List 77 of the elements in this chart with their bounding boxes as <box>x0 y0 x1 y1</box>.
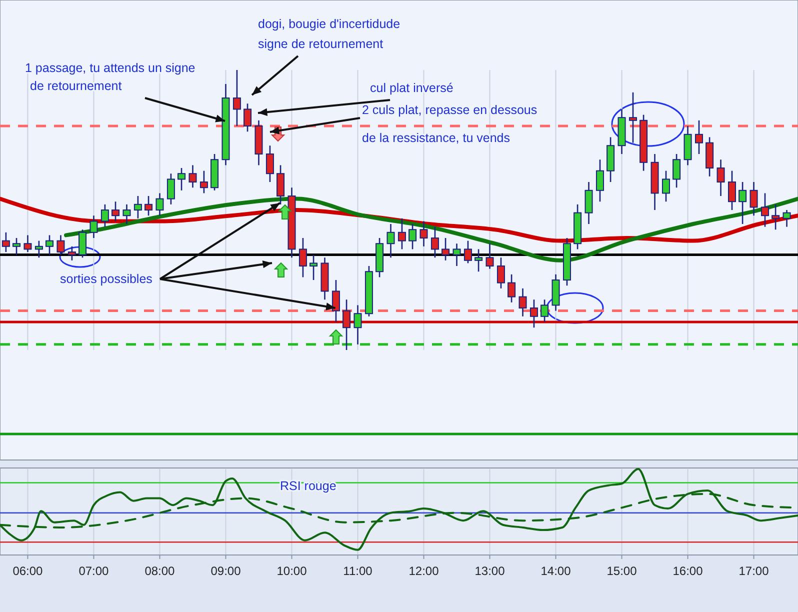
candlestick <box>750 181 758 216</box>
text: dogi, bougie d'incertidude <box>258 17 400 31</box>
candlestick <box>298 237 307 278</box>
candlestick <box>144 195 153 216</box>
candlestick <box>134 195 142 220</box>
candlestick <box>56 234 65 256</box>
candlestick <box>156 192 164 216</box>
text: signe de retournement <box>258 37 384 51</box>
candlestick <box>508 274 516 304</box>
candlestick <box>46 234 54 256</box>
candlestick <box>354 304 362 346</box>
annotation: 2 culs plat, repasse en dessous <box>362 103 538 117</box>
candlestick <box>310 254 318 281</box>
candlestick <box>628 92 637 144</box>
x-tick-label: 13:00 <box>474 564 506 578</box>
candlestick <box>420 220 428 248</box>
candlestick <box>596 158 604 202</box>
candlestick <box>332 279 340 323</box>
candlestick <box>518 288 527 318</box>
candlestick <box>122 204 131 225</box>
candlestick <box>342 298 351 351</box>
candlestick <box>430 226 439 258</box>
annotation: de retournement <box>30 79 122 93</box>
candlestick <box>496 256 505 290</box>
candlestick <box>442 237 450 262</box>
candlestick <box>2 232 10 253</box>
x-tick-label: 12:00 <box>408 564 440 578</box>
candlestick <box>266 144 274 183</box>
x-tick-label: 15:00 <box>606 564 638 578</box>
candlestick <box>540 298 549 323</box>
annotation: 1 passage, tu attends un signe <box>25 61 196 75</box>
candlestick <box>782 209 791 228</box>
annotation: cul plat inversé <box>370 81 454 95</box>
candlestick <box>12 237 20 256</box>
candlestick <box>386 223 395 258</box>
x-tick-label: 09:00 <box>210 564 242 578</box>
x-tick-label: 08:00 <box>144 564 176 578</box>
annotation: RSI rouge <box>280 479 336 493</box>
candlestick <box>760 192 769 228</box>
candlestick <box>244 102 252 132</box>
candlestick <box>716 158 725 197</box>
candlestick <box>694 120 703 155</box>
candlestick <box>166 172 175 206</box>
candlestick <box>112 200 120 222</box>
annotation: sorties possibles <box>60 272 152 286</box>
candlestick <box>78 228 87 258</box>
x-tick-label: 11:00 <box>343 564 373 578</box>
candlestick <box>738 181 747 225</box>
candlestick <box>200 170 208 194</box>
candlestick <box>68 246 76 262</box>
candlestick <box>530 298 538 328</box>
candlestick <box>474 248 483 272</box>
candlestick <box>584 181 593 225</box>
candlestick <box>188 164 197 188</box>
candlestick <box>662 170 670 202</box>
candlestick <box>232 69 241 127</box>
candlestick <box>672 153 681 188</box>
x-tick-label: 17:00 <box>738 564 770 578</box>
x-tick-label: 07:00 <box>78 564 110 578</box>
x-tick-label: 10:00 <box>276 564 308 578</box>
candlestick <box>24 234 32 253</box>
candlestick <box>772 204 780 230</box>
candlestick <box>464 240 472 264</box>
x-tick-label: 16:00 <box>672 564 704 578</box>
annotation: de la ressistance, tu vends <box>362 131 510 145</box>
candlestick <box>486 242 494 270</box>
candlestick <box>728 170 736 211</box>
candlestick <box>34 240 43 258</box>
x-tick-label: 14:00 <box>540 564 572 578</box>
x-tick-label: 06:00 <box>12 564 44 578</box>
candlestick <box>276 164 285 206</box>
candlestick <box>398 218 406 250</box>
candlestick <box>90 214 98 239</box>
candlestick <box>408 223 417 250</box>
candlestick <box>100 204 109 228</box>
candlestick <box>452 242 461 267</box>
candlestick <box>178 167 186 192</box>
